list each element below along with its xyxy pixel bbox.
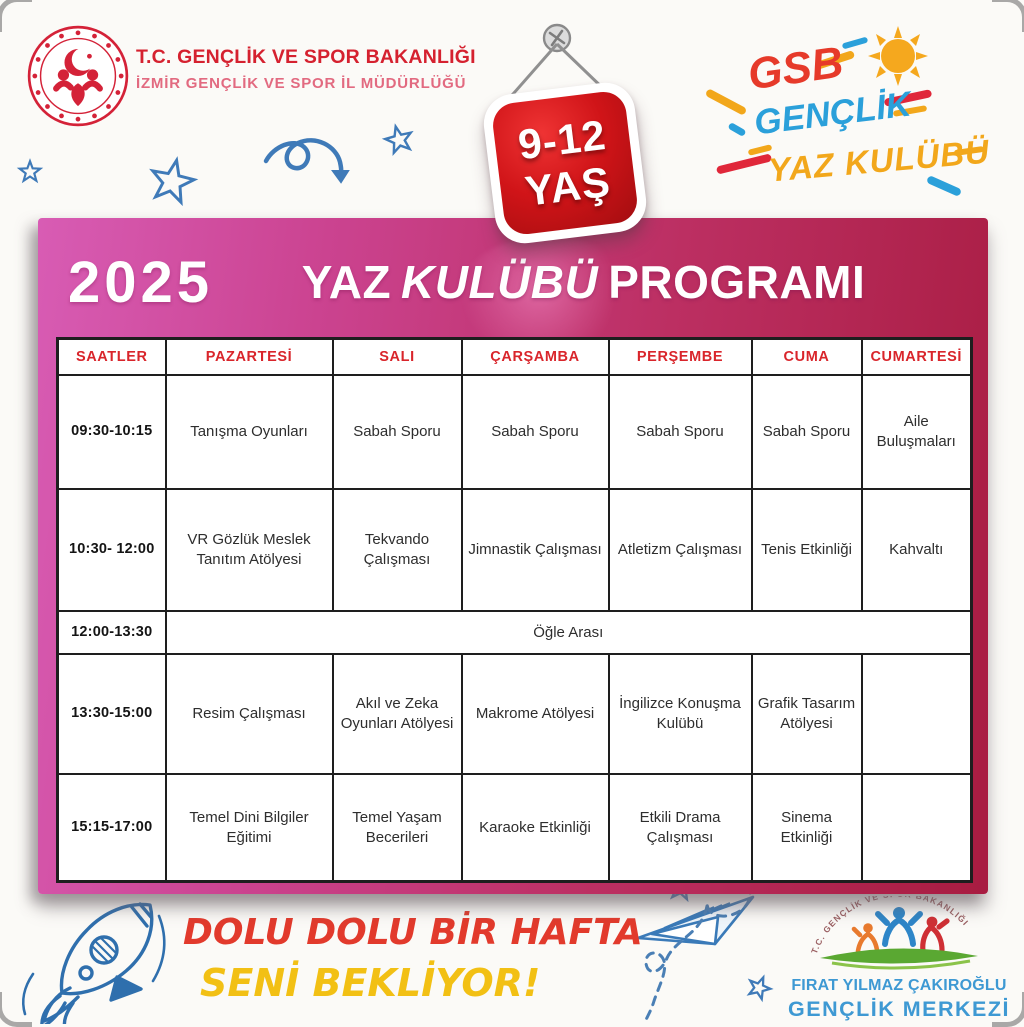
age-tag: 9-12 YAŞ	[480, 79, 650, 247]
ministry-title: T.C. GENÇLİK VE SPOR BAKANLIĞI	[136, 46, 476, 68]
col-header-saatler: SAATLER	[56, 337, 167, 376]
logo-green-swoosh	[820, 948, 978, 964]
schedule-table: SAATLER PAZARTESİ SALI ÇARŞAMBA PERŞEMBE…	[56, 337, 973, 883]
photo-corner	[992, 0, 1024, 32]
table-row-lunch: 12:00-13:30 Öğle Arası	[56, 610, 973, 655]
sun-icon	[868, 26, 928, 86]
gsb-logo-line3: YAZ KULÜBÜ	[766, 132, 992, 189]
time-cell: 15:15-17:00	[56, 773, 167, 883]
schedule-cell	[860, 653, 973, 775]
program-title: YAZ KULÜBÜ PROGRAMI	[213, 255, 954, 309]
genclik-merkezi-emblem: T.C. GENÇLİK VE SPOR BAKANLIĞI	[809, 889, 978, 970]
lunch-break-cell: Öğle Arası	[164, 610, 973, 655]
ministry-subtitle: İZMİR GENÇLİK VE SPOR İL MÜDÜRLÜĞÜ	[136, 75, 467, 92]
title-word-kulubu: KULÜBÜ	[401, 256, 599, 308]
confetti-dash	[727, 121, 747, 138]
gsb-logo-line1: GSB	[744, 37, 847, 100]
paper-plane-icon	[636, 895, 755, 946]
genclik-merkezi-name1: FIRAT YILMAZ ÇAKIROĞLU	[791, 977, 1007, 994]
col-header-carsamba: ÇARŞAMBA	[460, 337, 610, 376]
ministry-header: T.C. GENÇLİK VE SPOR BAKANLIĞI İZMİR GEN…	[136, 46, 476, 92]
schedule-cell: Jimnastik Çalışması	[460, 488, 610, 612]
spiral-arrow-icon	[263, 138, 350, 184]
schedule-cell: Temel Yaşam Becerileri	[331, 773, 463, 883]
col-header-cumartesi: CUMARTESİ	[860, 337, 973, 376]
schedule-cell: Aile Buluşmaları	[860, 374, 973, 490]
confetti-dash	[704, 88, 748, 116]
slogan-line1: DOLU DOLU BİR HAFTA	[183, 912, 643, 953]
schedule-cell: Sabah Sporu	[750, 374, 863, 490]
flower-watermark	[458, 236, 638, 356]
schedule-cell: Makrome Atölyesi	[460, 653, 610, 775]
schedule-cell: Sabah Sporu	[331, 374, 463, 490]
schedule-cell: Kahvaltı	[860, 488, 973, 612]
card-title: 2025 YAZ KULÜBÜ PROGRAMI	[38, 218, 988, 338]
time-cell: 13:30-15:00	[56, 653, 167, 775]
slogan-line2: SENİ BEKLİYOR!	[200, 961, 541, 1005]
col-header-cuma: CUMA	[750, 337, 863, 376]
program-card: 2025 YAZ KULÜBÜ PROGRAMI SAATLER PAZARTESİ…	[38, 218, 988, 894]
schedule-cell: Sabah Sporu	[607, 374, 753, 490]
plane-trail	[642, 876, 752, 1024]
schedule-cell: İngilizce Konuşma Kulübü	[607, 653, 753, 775]
photo-corner	[0, 992, 32, 1027]
table-row: 13:30-15:00 Resim Çalışması Akıl ve Zeka…	[56, 653, 973, 775]
schedule-cell: Sabah Sporu	[460, 374, 610, 490]
col-header-sali: SALI	[331, 337, 463, 376]
table-row: 10:30- 12:00 VR Gözlük Meslek Tanıtım At…	[56, 488, 973, 612]
col-header-pazartesi: PAZARTESİ	[164, 337, 334, 376]
age-word: YAŞ	[522, 157, 614, 215]
schedule-cell: Grafik Tasarım Atölyesi	[750, 653, 863, 775]
table-row: 09:30-10:15 Tanışma Oyunları Sabah Sporu…	[56, 374, 973, 490]
col-header-persembe: PERŞEMBE	[607, 337, 753, 376]
schedule-cell: Tanışma Oyunları	[164, 374, 334, 490]
schedule-cell: Temel Dini Bilgiler Eğitimi	[164, 773, 334, 883]
title-word-yaz: YAZ	[301, 256, 392, 308]
photo-corner	[0, 0, 32, 32]
age-tag-face: 9-12 YAŞ	[490, 89, 640, 237]
time-cell: 10:30- 12:00	[56, 488, 167, 612]
confetti-dash	[925, 175, 963, 197]
schedule-cell: Sinema Etkinliği	[750, 773, 863, 883]
rocket-icon	[21, 902, 166, 1024]
title-word-programi: PROGRAMI	[608, 256, 866, 308]
schedule-cell: VR Gözlük Meslek Tanıtım Atölyesi	[164, 488, 334, 612]
logo-figures	[851, 907, 950, 954]
schedule-cell: Karaoke Etkinliği	[460, 773, 610, 883]
schedule-cell	[860, 773, 973, 883]
schedule-cell: Tekvando Çalışması	[331, 488, 463, 612]
schedule-cell: Atletizm Çalışması	[607, 488, 753, 612]
table-header-row: SAATLER PAZARTESİ SALI ÇARŞAMBA PERŞEMBE…	[56, 337, 973, 376]
schedule-cell: Etkili Drama Çalışması	[607, 773, 753, 883]
genclik-merkezi-name2: GENÇLİK MERKEZİ	[788, 997, 1010, 1021]
schedule-cell: Akıl ve Zeka Oyunları Atölyesi	[331, 653, 463, 775]
table-row: 15:15-17:00 Temel Dini Bilgiler Eğitimi …	[56, 773, 973, 883]
ministry-emblem-logo	[27, 25, 129, 127]
time-cell: 12:00-13:30	[56, 610, 167, 655]
genclik-merkezi-logo: T.C. GENÇLİK VE SPOR BAKANLIĞI FIRAT YIL…	[780, 889, 1018, 1022]
confetti-dash	[715, 153, 773, 175]
time-cell: 09:30-10:15	[56, 374, 167, 490]
schedule-cell: Resim Çalışması	[164, 653, 334, 775]
year-label: 2025	[68, 249, 214, 315]
schedule-cell: Tenis Etkinliği	[750, 488, 863, 612]
